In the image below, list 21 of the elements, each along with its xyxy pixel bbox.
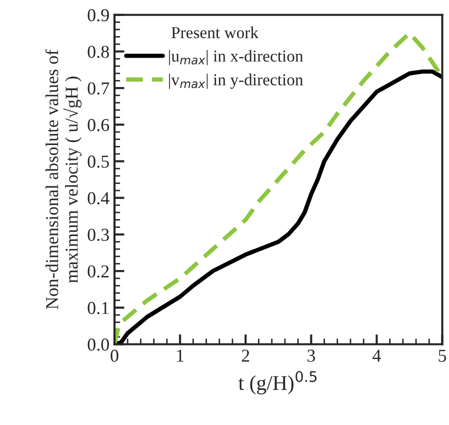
x-tick-label: 4 — [372, 350, 381, 362]
y-tick-label: 0.0 — [88, 338, 109, 351]
y-tick-label: 0.9 — [88, 9, 109, 22]
y-tick-label: 0.5 — [88, 156, 109, 168]
legend-label: |u$_{max}$| in x-direction — [169, 50, 304, 66]
x-axis-title: t (g/H)$^{0.5}$ — [238, 371, 317, 394]
x-tick-label: 1 — [177, 350, 184, 362]
y-tick-label: 0.4 — [88, 192, 110, 204]
y-tick-label: 0.1 — [88, 302, 109, 314]
legend-label: |v$_{max}$| in y-direction — [169, 74, 304, 89]
y-tick-label: 0.6 — [88, 118, 110, 132]
x-tick-label: 3 — [308, 350, 315, 362]
x-tick-label: 5 — [438, 350, 446, 362]
y-tick-label: 0.7 — [88, 82, 110, 95]
x-tick-label: 0 — [110, 350, 118, 362]
y-axis-title: Non-dimensional absolute values of maximum velocity ( u/√gH ) — [45, 49, 82, 310]
x-tick-label: 2 — [242, 350, 250, 362]
legend-title: Present work — [171, 26, 258, 38]
y-tick-label: 0.2 — [88, 265, 109, 278]
y-tick-label: 0.3 — [88, 228, 109, 241]
y-tick-label: 0.8 — [88, 46, 109, 58]
